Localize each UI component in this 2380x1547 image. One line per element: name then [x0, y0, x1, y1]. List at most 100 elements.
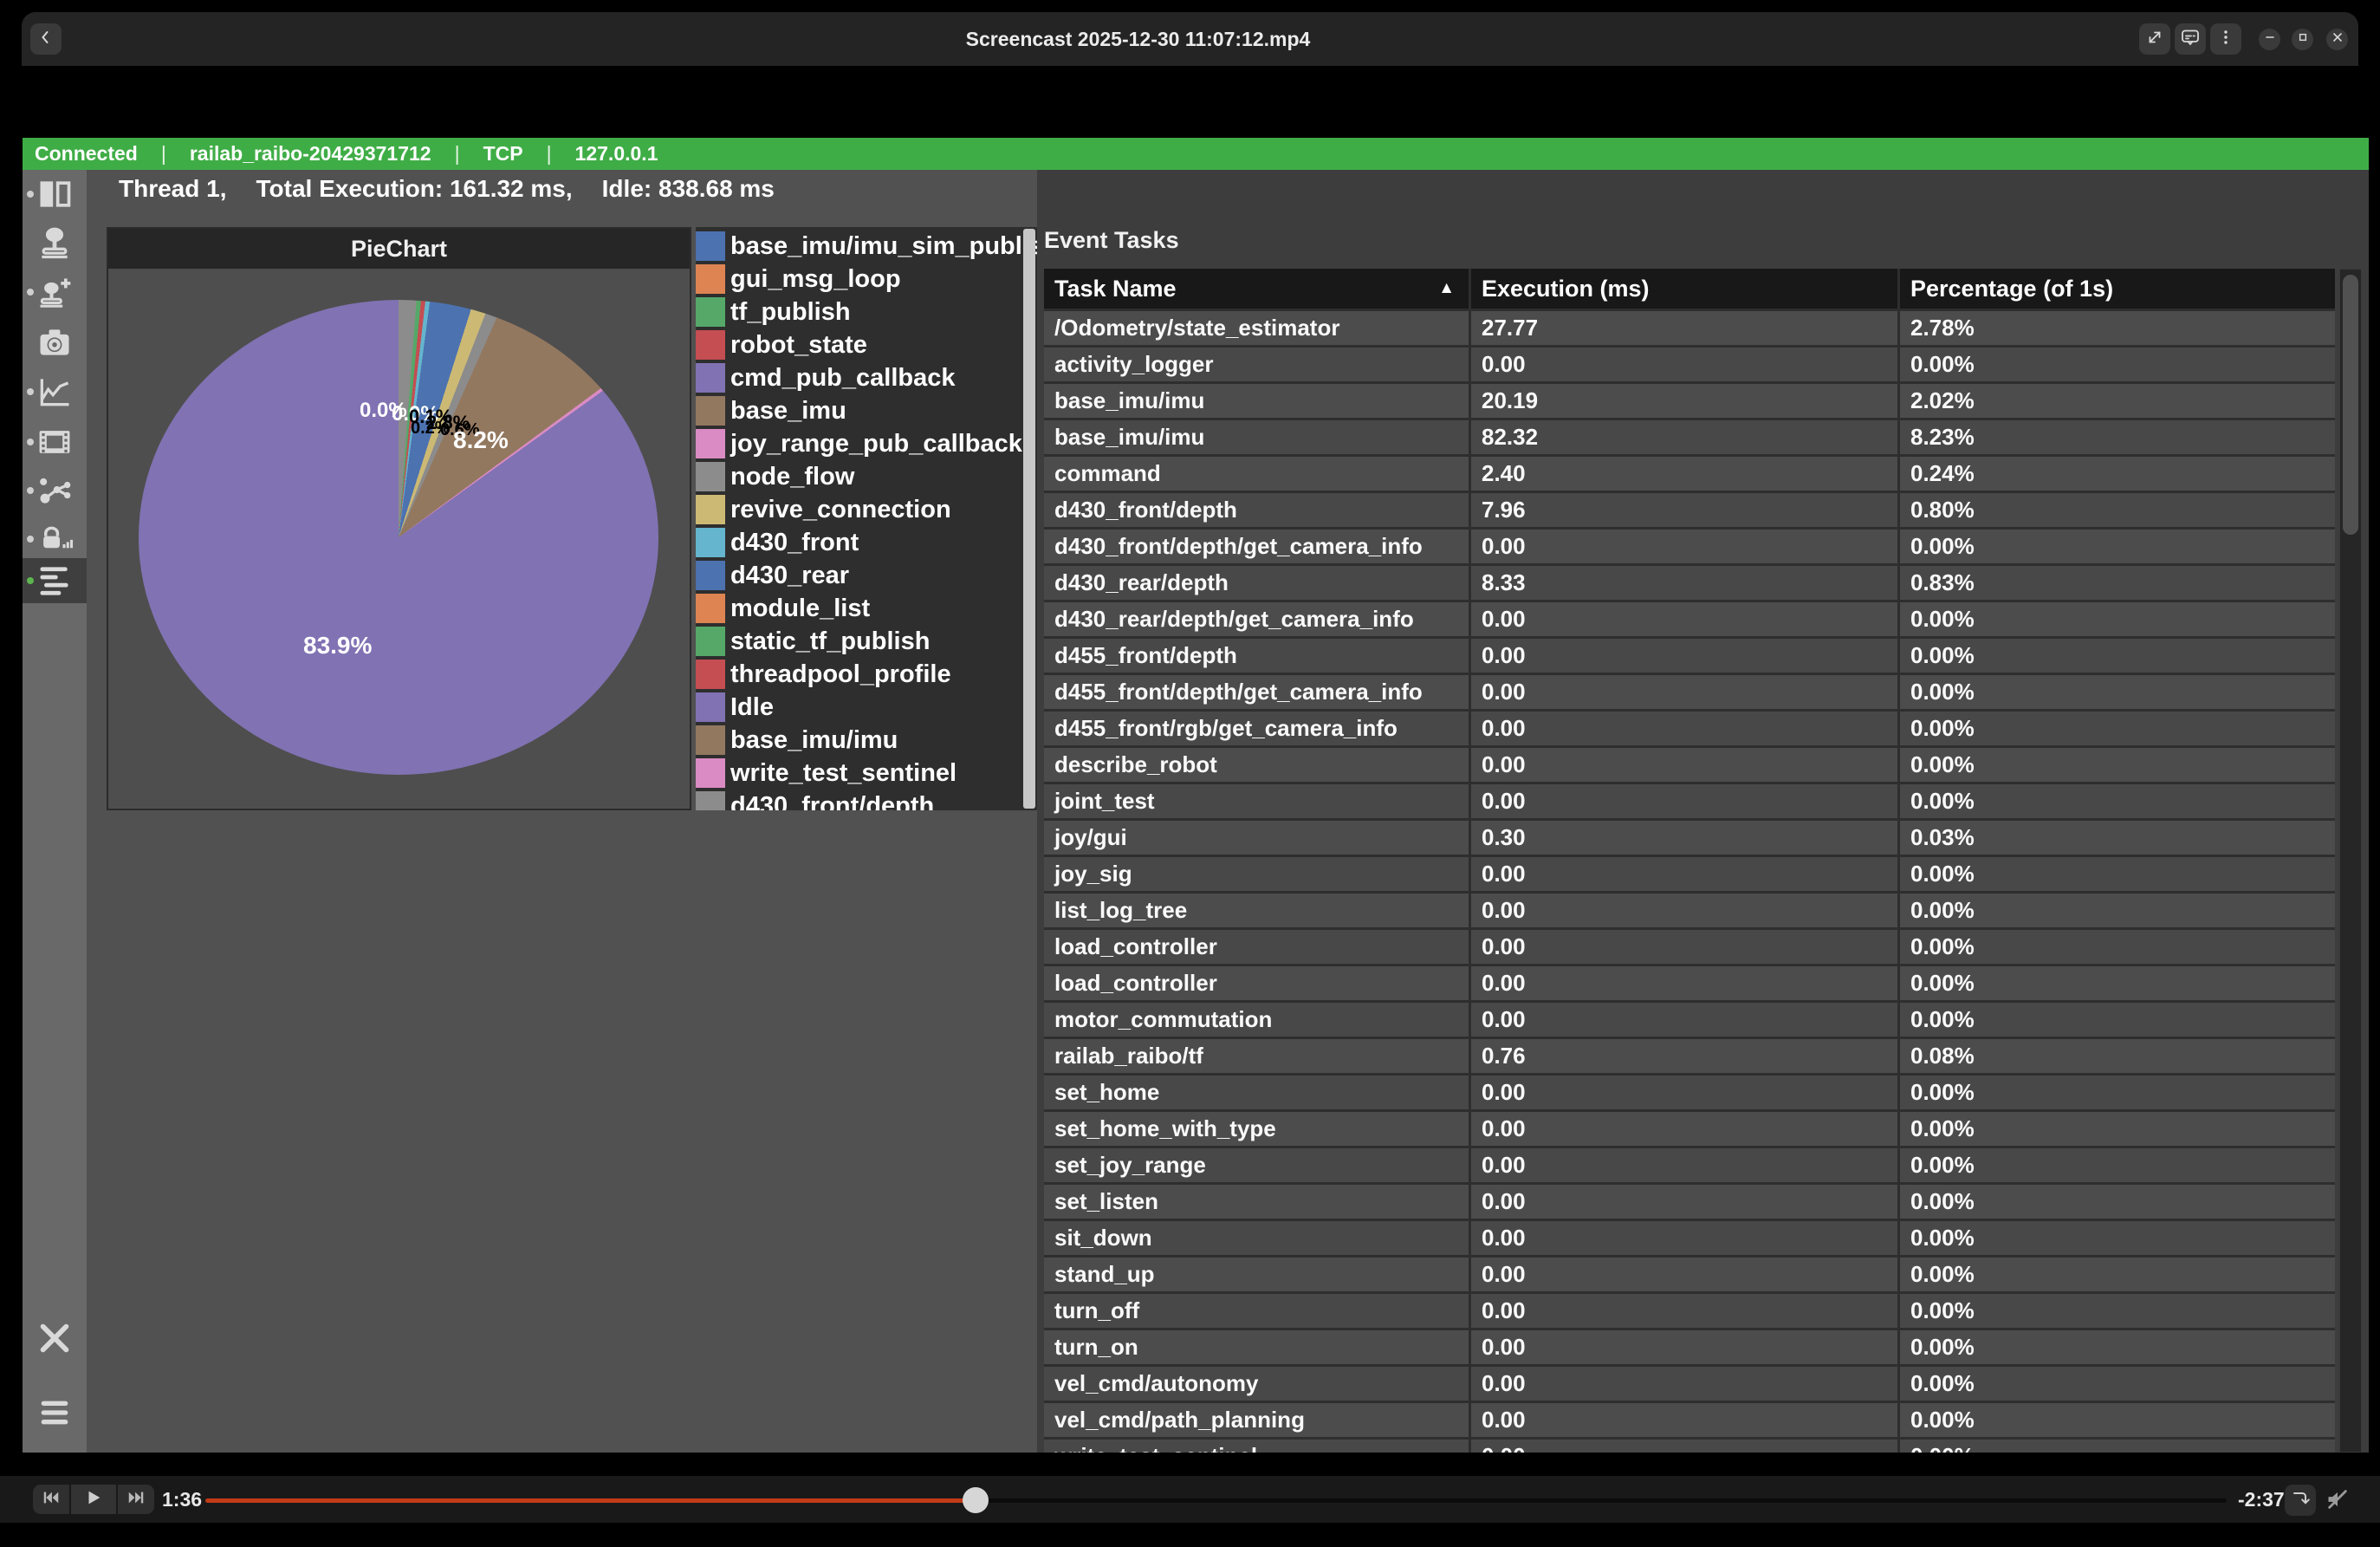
- table-row[interactable]: list_log_tree 0.00 0.00%: [1044, 894, 2335, 927]
- column-header-execution[interactable]: Execution (ms): [1469, 269, 1897, 309]
- legend-item[interactable]: d430_front: [696, 527, 1021, 558]
- skip-forward-icon: [126, 1488, 146, 1511]
- table-row[interactable]: write_test_sentinel0.000.00%: [1044, 1440, 2335, 1453]
- legend-item[interactable]: d430_front/depth: [696, 790, 1021, 810]
- legend-item[interactable]: write_test_sentinel: [696, 757, 1021, 789]
- legend-scrollbar[interactable]: [1023, 229, 1035, 809]
- fullscreen-button[interactable]: [2139, 23, 2170, 55]
- table-row[interactable]: base_imu/imu 82.32 8.23%: [1044, 420, 2335, 454]
- table-row[interactable]: sit_down 0.00 0.00%: [1044, 1221, 2335, 1255]
- skip-forward-button[interactable]: [118, 1485, 154, 1514]
- table-scrollbar-thumb[interactable]: [2343, 275, 2358, 535]
- captions-button[interactable]: [2175, 23, 2206, 55]
- play-button[interactable]: [71, 1485, 116, 1514]
- notification-dot: [27, 289, 34, 296]
- table-row[interactable]: joint_test 0.00 0.00%: [1044, 784, 2335, 818]
- table-row[interactable]: command 2.40 0.24%: [1044, 457, 2335, 491]
- sidebar-menu-button[interactable]: [23, 1390, 87, 1435]
- sidebar-close-button[interactable]: [23, 1316, 87, 1361]
- table-row[interactable]: base_imu/imu 20.19 2.02%: [1044, 384, 2335, 418]
- table-cell: 0.00: [1469, 675, 1897, 709]
- table-scrollbar[interactable]: [2339, 269, 2362, 1453]
- table-row[interactable]: turn_on 0.00 0.00%: [1044, 1330, 2335, 1364]
- legend-swatch: [696, 330, 725, 360]
- sidebar-item-film-strip[interactable]: [23, 419, 87, 465]
- joystick-icon: [36, 224, 74, 262]
- legend-item[interactable]: threadpool_profile: [696, 659, 1021, 690]
- table-row[interactable]: set_home_with_type 0.00 0.00%: [1044, 1112, 2335, 1146]
- loop-button[interactable]: [2285, 1485, 2316, 1516]
- legend-item[interactable]: gui_msg_loop: [696, 263, 1021, 295]
- sidebar-item-joystick[interactable]: [23, 220, 87, 265]
- table-row[interactable]: set_listen 0.00 0.00%: [1044, 1185, 2335, 1219]
- table-cell: set_home_with_type: [1054, 1115, 1276, 1141]
- seek-handle[interactable]: [962, 1487, 989, 1513]
- table-row[interactable]: joy/gui 0.30 0.03%: [1044, 821, 2335, 855]
- legend-item[interactable]: cmd_pub_callback: [696, 362, 1021, 393]
- legend-item[interactable]: d430_rear: [696, 560, 1021, 591]
- legend-swatch: [696, 627, 725, 656]
- legend-label: d430_front: [730, 528, 859, 556]
- line-chart-icon: [36, 373, 74, 411]
- pie-value-label: 0.6%: [440, 420, 480, 439]
- mute-button[interactable]: [2325, 1487, 2350, 1516]
- legend-item[interactable]: base_imu/imu_sim_publish: [696, 231, 1037, 262]
- sidebar-item-split-view[interactable]: [23, 172, 87, 217]
- table-cell: d430_front/depth/get_camera_info: [1054, 533, 1423, 559]
- table-row[interactable]: vel_cmd/path_planning 0.00 0.00%: [1044, 1403, 2335, 1437]
- sidebar-item-bag-stats[interactable]: [23, 517, 87, 562]
- table-row[interactable]: motor_commutation 0.00 0.00%: [1044, 1003, 2335, 1037]
- table-row[interactable]: d430_front/depth/get_camera_info 0.00 0.00…: [1044, 530, 2335, 563]
- sidebar-item-line-chart[interactable]: [23, 369, 87, 414]
- column-header-task-name[interactable]: Task Name ▲: [1044, 269, 1469, 309]
- table-row[interactable]: joy_sig 0.00 0.00%: [1044, 857, 2335, 891]
- table-row[interactable]: d430_rear/depth/get_camera_info 0.00 0.00%: [1044, 602, 2335, 636]
- bag-stats-icon: [34, 521, 75, 557]
- table-cell: 0.00: [1469, 1112, 1897, 1146]
- legend-item[interactable]: base_imu/imu: [696, 725, 1021, 756]
- sidebar-item-node-graph[interactable]: [23, 468, 87, 513]
- legend-item[interactable]: node_flow: [696, 461, 1021, 492]
- table-row[interactable]: set_home 0.00 0.00%: [1044, 1076, 2335, 1109]
- table-row[interactable]: vel_cmd/autonomy 0.00 0.00%: [1044, 1367, 2335, 1401]
- legend-item[interactable]: Idle: [696, 692, 1021, 723]
- sidebar-item-camera[interactable]: [23, 320, 87, 365]
- legend-item[interactable]: revive_connection: [696, 494, 1021, 525]
- table-row[interactable]: d455_front/depth 0.00 0.00%: [1044, 639, 2335, 673]
- table-row[interactable]: describe_robot 0.00 0.00%: [1044, 748, 2335, 782]
- table-row[interactable]: d430_front/depth 7.96 0.80%: [1044, 493, 2335, 527]
- table-cell: 0.00: [1469, 857, 1897, 891]
- table-row[interactable]: turn_off 0.00 0.00%: [1044, 1294, 2335, 1328]
- table-cell: 0.00: [1469, 1403, 1897, 1437]
- table-row[interactable]: load_controller 0.00 0.00%: [1044, 966, 2335, 1000]
- table-cell: 0.24%: [1897, 457, 2335, 491]
- table-row[interactable]: d455_front/depth/get_camera_info 0.00 0.00…: [1044, 675, 2335, 709]
- skip-back-button[interactable]: [33, 1485, 69, 1514]
- legend-item[interactable]: module_list: [696, 593, 1021, 624]
- menu-button[interactable]: [2210, 23, 2241, 55]
- back-button[interactable]: [30, 23, 62, 55]
- table-row[interactable]: railab_raibo/tf 0.76 0.08%: [1044, 1039, 2335, 1073]
- legend-item[interactable]: static_tf_publish: [696, 626, 1021, 657]
- close-button[interactable]: [2326, 29, 2348, 50]
- sidebar-item-log-list[interactable]: [23, 558, 87, 603]
- legend-item[interactable]: tf_publish: [696, 296, 1021, 328]
- table-row[interactable]: load_controller 0.00 0.00%: [1044, 930, 2335, 964]
- table-row[interactable]: set_joy_range 0.00 0.00%: [1044, 1148, 2335, 1182]
- legend-item[interactable]: base_imu: [696, 395, 1021, 426]
- table-cell: 0.00: [1469, 639, 1897, 673]
- maximize-button[interactable]: [2292, 29, 2313, 50]
- table-cell: d455_front/depth/get_camera_info: [1054, 679, 1423, 705]
- legend-item[interactable]: joy_range_pub_callback: [696, 428, 1022, 459]
- table-cell: set_joy_range: [1054, 1152, 1206, 1178]
- sidebar-item-joystick-add[interactable]: [23, 270, 87, 315]
- minimize-button[interactable]: [2259, 29, 2280, 50]
- table-row[interactable]: /Odometry/state_estimator 27.77 2.78%: [1044, 311, 2335, 345]
- table-row[interactable]: stand_up 0.00 0.00%: [1044, 1258, 2335, 1291]
- legend-item[interactable]: robot_state: [696, 329, 1021, 361]
- table-row[interactable]: activity_logger 0.00 0.00%: [1044, 348, 2335, 381]
- table-row[interactable]: d430_rear/depth 8.33 0.83%: [1044, 566, 2335, 600]
- column-header-percentage[interactable]: Percentage (of 1s): [1897, 269, 2335, 309]
- table-row[interactable]: d455_front/rgb/get_camera_info 0.00 0.00%: [1044, 712, 2335, 745]
- seek-bar[interactable]: [205, 1487, 2227, 1513]
